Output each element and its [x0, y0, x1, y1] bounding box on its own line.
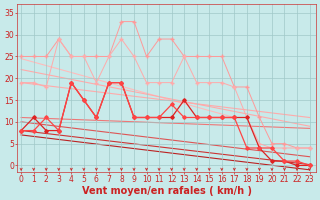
X-axis label: Vent moyen/en rafales ( km/h ): Vent moyen/en rafales ( km/h ) — [82, 186, 252, 196]
